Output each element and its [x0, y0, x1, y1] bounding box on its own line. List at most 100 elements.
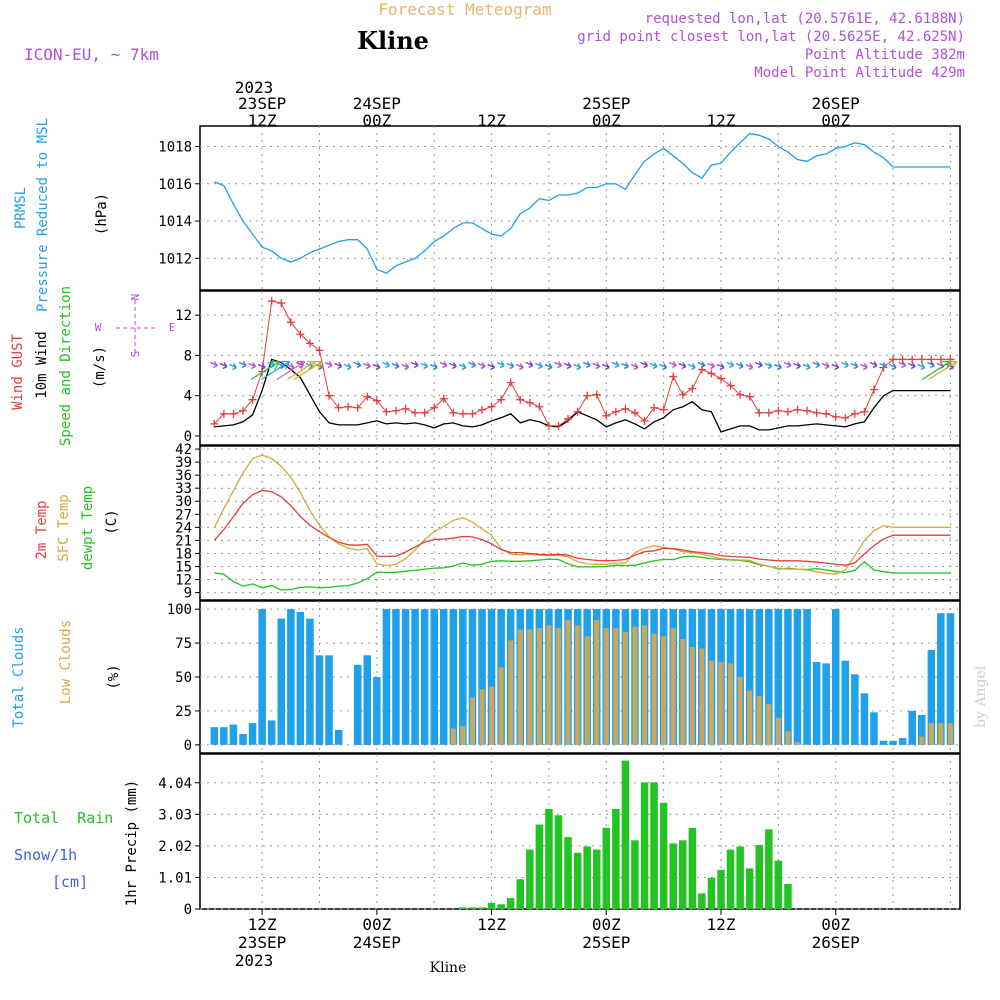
- total-cloud-bar-bar: [267, 720, 276, 745]
- total-cloud-bar-bar: [822, 663, 830, 745]
- wind-arrow: [640, 361, 649, 369]
- total-cloud-bar-bar: [736, 609, 744, 745]
- y-tick-label: 1016: [158, 177, 192, 193]
- rain-bar-bar: [774, 860, 783, 909]
- y-tick-label: 42: [175, 442, 192, 458]
- total-cloud-bar-bar: [745, 609, 754, 745]
- panel-pressure: [199, 125, 961, 291]
- total-cloud-bar-bar: [870, 712, 878, 745]
- model-label: ICON-EU, ~ 7km: [24, 45, 159, 64]
- gust-point: [344, 402, 353, 411]
- gust-point: [439, 394, 448, 403]
- bottom-hour-label: 12Z: [477, 915, 506, 934]
- wind-arrow: [554, 361, 563, 369]
- wind-arrow: [888, 363, 897, 371]
- top-year-label: 2023: [235, 78, 274, 97]
- wind-arrow: [535, 362, 543, 370]
- total-cloud-bar-bar: [287, 609, 295, 745]
- bottom-hour-label: 00Z: [821, 915, 850, 934]
- wind-arrow: [850, 362, 859, 370]
- low-cloud-bar-bar: [680, 639, 686, 745]
- top-day-label: 26SEP: [812, 94, 860, 113]
- gust-point: [353, 403, 362, 412]
- wind-arrow: [334, 362, 343, 370]
- gust-point: [286, 318, 295, 327]
- low-cloud-bar-bar: [546, 625, 552, 745]
- low-cloud-bar-bar: [670, 628, 676, 745]
- total-cloud-bar-bar: [765, 609, 773, 745]
- total-cloud-bar-bar: [898, 738, 907, 745]
- y-tick-label: 4: [184, 389, 192, 405]
- location-label: Kline: [430, 960, 467, 976]
- total-cloud-bar-bar: [774, 609, 783, 745]
- wind-arrow: [410, 361, 419, 369]
- clouds-y-axis: 0 25 50 75 100: [167, 602, 960, 754]
- wind-arrow: [353, 361, 362, 369]
- bottom-year-label: 2023: [235, 951, 274, 970]
- wind-10m-label: 10m Wind: [34, 331, 50, 398]
- wind-arrow: [793, 362, 802, 370]
- y-tick-label: 0: [184, 738, 192, 754]
- total-cloud-bar-bar: [401, 609, 410, 745]
- top-day-label: 23SEP: [238, 94, 286, 113]
- total-cloud-bar-bar: [803, 609, 811, 745]
- y-tick-label: 75: [175, 636, 192, 652]
- gust-point: [946, 355, 955, 364]
- rain-bar-bar: [526, 849, 534, 909]
- wind-arrow: [324, 361, 333, 369]
- gust-point: [334, 403, 343, 412]
- compass-west: W: [95, 321, 102, 334]
- grid-location: grid point closest lon,lat (20.5625E, 42…: [577, 29, 965, 45]
- wind-direction-label: Speed and Direction: [58, 286, 74, 446]
- rain-bar-bar: [669, 843, 677, 909]
- low-cloud-bar-bar: [508, 640, 514, 745]
- rain-bar-bar: [497, 904, 505, 909]
- total-cloud-bar-bar: [449, 609, 458, 745]
- rain-bar-bar: [468, 907, 477, 909]
- low-cloud-bar-bar: [708, 660, 714, 745]
- gust-point: [717, 374, 726, 383]
- temp-unit: (C): [104, 509, 120, 534]
- total-cloud-bar-bar: [478, 609, 486, 745]
- low-cloud-bar-bar: [718, 662, 724, 745]
- rain-bars: [459, 760, 792, 910]
- rain-bar-bar: [554, 815, 563, 910]
- low-cloud-bar-bar: [766, 704, 772, 745]
- wind-arrow: [401, 363, 410, 371]
- rain-bar-bar: [612, 809, 620, 909]
- gust-point: [449, 408, 458, 417]
- wind-arrow: [449, 362, 457, 370]
- gust-point: [688, 384, 697, 393]
- low-cloud-bar-bar: [584, 636, 590, 745]
- total-cloud-bar-bar: [306, 618, 314, 745]
- wind-arrow: [611, 361, 620, 369]
- gust-point: [564, 414, 573, 423]
- gust-point: [497, 395, 506, 404]
- total-cloud-bar-bar: [239, 734, 247, 745]
- gust-point: [936, 355, 945, 364]
- wind-arrow-strong: [250, 360, 280, 381]
- low-cloud-bar-bar: [565, 620, 571, 745]
- total-cloud-bar-bar: [946, 613, 955, 745]
- gust-point: [430, 403, 439, 412]
- y-tick-label: 8: [184, 348, 192, 364]
- wind-arrow: [592, 362, 601, 370]
- wind-arrow-strong: [261, 360, 291, 381]
- wind-arrow-strong: [293, 360, 323, 381]
- wind-arrow: [774, 363, 782, 371]
- low-cloud-bar-bar: [450, 728, 456, 745]
- wind-arrow: [458, 363, 467, 371]
- total-cloud-bar-bar: [430, 609, 438, 745]
- total-cloud-bar-bar: [468, 609, 477, 745]
- gust-point: [573, 407, 582, 416]
- wind-arrow: [802, 363, 811, 371]
- bottom-hour-label: 12Z: [707, 915, 736, 934]
- gust-point: [659, 405, 668, 414]
- wind-arrow: [678, 362, 687, 370]
- total-cloud-bar-bar: [258, 609, 266, 745]
- pressure-label-msl: Pressure Reduced to MSL: [35, 118, 51, 312]
- rain-bar-bar: [487, 902, 496, 910]
- low-cloud-bars: [450, 620, 953, 745]
- low-cloud-bar-bar: [728, 663, 734, 745]
- plot-area: 1012101410161018048129121518212427303336…: [158, 125, 961, 918]
